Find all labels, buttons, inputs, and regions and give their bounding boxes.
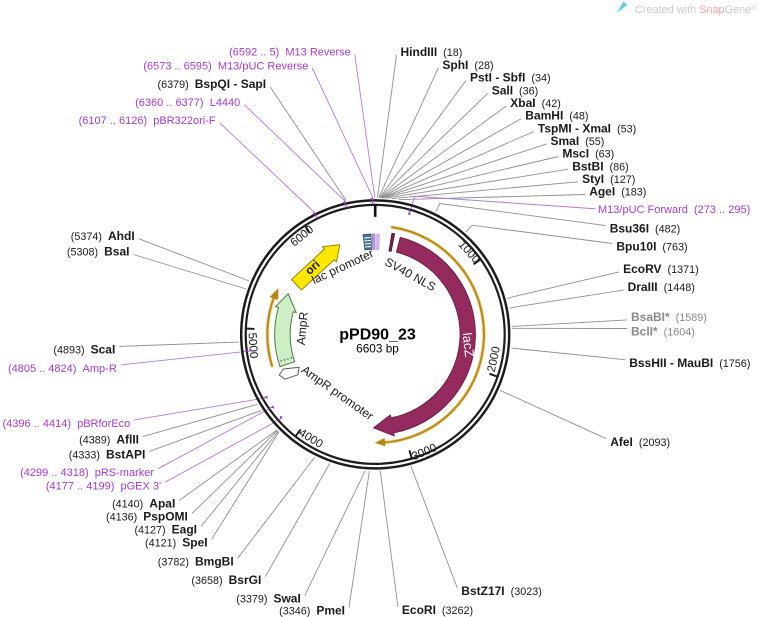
svg-text:PstI - SbfI (34): PstI - SbfI (34)	[470, 71, 551, 85]
svg-text:(6107 .. 6126) pBR322ori-F: (6107 .. 6126) pBR322ori-F	[79, 115, 216, 127]
svg-text:BamHI (48): BamHI (48)	[525, 109, 588, 123]
svg-text:(3658) BsrGI: (3658) BsrGI	[191, 573, 261, 587]
svg-text:SphI (28): SphI (28)	[442, 58, 493, 72]
svg-text:BclI* (1604): BclI* (1604)	[631, 325, 695, 339]
svg-text:XbaI (42): XbaI (42)	[510, 96, 561, 110]
svg-text:(4121) SpeI: (4121) SpeI	[145, 535, 208, 549]
svg-text:BsaBI* (1589): BsaBI* (1589)	[631, 310, 707, 324]
svg-text:(4177 .. 4199) pGEX 3': (4177 .. 4199) pGEX 3'	[46, 480, 161, 492]
svg-text:(4805 .. 4824) Amp-R: (4805 .. 4824) Amp-R	[8, 363, 117, 375]
svg-text:(6360 .. 6377) L4440: (6360 .. 6377) L4440	[135, 97, 240, 109]
svg-text:(6379) BspQI - SapI: (6379) BspQI - SapI	[158, 77, 267, 91]
svg-text:BssHII - MauBI (1756): BssHII - MauBI (1756)	[629, 356, 750, 370]
svg-text:EcoRI (3262): EcoRI (3262)	[402, 603, 473, 617]
svg-text:(3782) BmgBI: (3782) BmgBI	[158, 554, 234, 568]
svg-text:(5374) AhdI: (5374) AhdI	[71, 229, 135, 243]
svg-text:lacZ: lacZ	[460, 332, 477, 358]
svg-text:(6592 .. 5) M13 Reverse: (6592 .. 5) M13 Reverse	[229, 47, 351, 59]
svg-text:HindIII (18): HindIII (18)	[401, 45, 463, 59]
svg-text:(4396 .. 4414) pBRforEco: (4396 .. 4414) pBRforEco	[3, 418, 131, 430]
svg-text:6603 bp: 6603 bp	[356, 342, 399, 356]
svg-text:M13/pUC Forward (273 .. 295): M13/pUC Forward (273 .. 295)	[598, 204, 750, 216]
svg-text:(4140) ApaI: (4140) ApaI	[112, 497, 175, 511]
svg-text:Bpu10I (763): Bpu10I (763)	[616, 240, 687, 254]
svg-text:2000: 2000	[485, 345, 503, 373]
svg-text:(3346) PmeI: (3346) PmeI	[279, 604, 345, 617]
svg-text:AmpR: AmpR	[294, 311, 311, 346]
svg-text:(3379) SwaI: (3379) SwaI	[236, 592, 301, 606]
svg-text:StyI (127): StyI (127)	[582, 172, 635, 186]
svg-text:(4136) PspOMI: (4136) PspOMI	[106, 510, 188, 524]
svg-text:(6573 .. 6595) M13/pUC Revers: (6573 .. 6595) M13/pUC Reverse	[143, 60, 308, 72]
svg-text:BstZ17I (3023): BstZ17I (3023)	[461, 584, 542, 598]
svg-text:(4893) ScaI: (4893) ScaI	[53, 343, 115, 357]
svg-text:Bsu36I (482): Bsu36I (482)	[610, 222, 681, 236]
svg-text:SmaI (55): SmaI (55)	[551, 134, 605, 148]
svg-text:MscI (63): MscI (63)	[562, 147, 614, 161]
svg-text:(4127) EagI: (4127) EagI	[134, 523, 197, 537]
svg-text:Created with SnapGene®: Created with SnapGene®	[635, 3, 757, 16]
svg-text:(5308) BsaI: (5308) BsaI	[67, 245, 130, 259]
svg-text:EcoRV (1371): EcoRV (1371)	[623, 262, 699, 276]
svg-text:AfeI (2093): AfeI (2093)	[610, 435, 670, 449]
svg-text:DraIII (1448): DraIII (1448)	[628, 280, 695, 294]
svg-text:SalI (36): SalI (36)	[492, 84, 539, 98]
svg-text:BstBI (86): BstBI (86)	[572, 159, 629, 173]
svg-text:(4389) AflII: (4389) AflII	[79, 433, 139, 447]
svg-text:pPD90_23: pPD90_23	[339, 327, 416, 344]
svg-text:AgeI (183): AgeI (183)	[589, 185, 646, 199]
svg-text:TspMI - XmaI (53): TspMI - XmaI (53)	[538, 122, 636, 136]
svg-text:(4299 .. 4318) pRS-marker: (4299 .. 4318) pRS-marker	[20, 467, 154, 479]
svg-text:5000: 5000	[245, 332, 260, 359]
svg-text:(4333) BstAPI: (4333) BstAPI	[69, 448, 146, 462]
